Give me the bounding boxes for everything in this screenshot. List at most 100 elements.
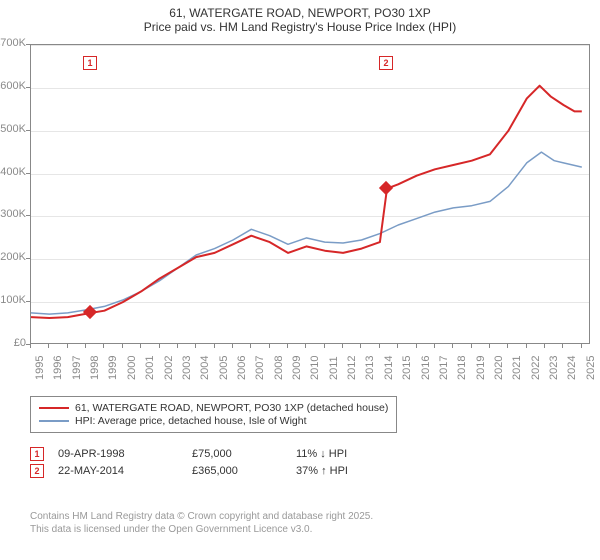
x-tick (159, 344, 160, 348)
x-tick (195, 344, 196, 348)
x-axis-label: 2021 (511, 356, 523, 380)
x-axis-label: 2000 (126, 356, 138, 380)
x-tick (140, 344, 141, 348)
x-axis-label: 2001 (144, 356, 156, 380)
x-axis-label: 2005 (218, 356, 230, 380)
x-axis-label: 2017 (438, 356, 450, 380)
y-axis-label: £300K (0, 208, 26, 220)
y-tick (26, 87, 30, 88)
x-axis-label: 2022 (530, 356, 542, 380)
legend-swatch (39, 420, 69, 422)
footer-line1: Contains HM Land Registry data © Crown c… (30, 510, 373, 523)
x-axis-label: 2018 (456, 356, 468, 380)
x-tick (507, 344, 508, 348)
x-axis-label: 2019 (475, 356, 487, 380)
x-axis-label: 2013 (364, 356, 376, 380)
x-tick (379, 344, 380, 348)
x-axis-label: 2014 (383, 356, 395, 380)
x-tick (103, 344, 104, 348)
y-tick (26, 44, 30, 45)
x-axis-label: 2016 (420, 356, 432, 380)
x-tick (177, 344, 178, 348)
y-axis-label: £700K (0, 37, 26, 49)
chart-legend: 61, WATERGATE ROAD, NEWPORT, PO30 1XP (d… (30, 396, 397, 433)
x-axis-label: 1996 (52, 356, 64, 380)
x-tick (581, 344, 582, 348)
sales-data-table: 109-APR-1998£75,00011% ↓ HPI 2 22-MAY-2014… (30, 444, 386, 481)
x-axis-label: 1997 (71, 356, 83, 380)
x-tick (122, 344, 123, 348)
x-tick (324, 344, 325, 348)
x-axis-label: 2024 (566, 356, 578, 380)
x-tick (214, 344, 215, 348)
legend-row: 61, WATERGATE ROAD, NEWPORT, PO30 1XP (d… (39, 402, 388, 414)
chart-svg (31, 45, 591, 345)
x-axis-label: 1999 (107, 356, 119, 380)
x-axis-label: 2004 (199, 356, 211, 380)
sale-marker-box: 2 (379, 56, 393, 70)
chart-title-line1: 61, WATERGATE ROAD, NEWPORT, PO30 1XP (0, 6, 600, 20)
x-axis-label: 2010 (309, 356, 321, 380)
legend-label: 61, WATERGATE ROAD, NEWPORT, PO30 1XP (d… (75, 402, 388, 414)
chart-title-block: 61, WATERGATE ROAD, NEWPORT, PO30 1XP Pr… (0, 0, 600, 36)
sales-row-price: £365,000 (192, 465, 282, 477)
y-axis-label: £100K (0, 294, 26, 306)
x-axis-label: 1995 (34, 356, 46, 380)
x-tick (434, 344, 435, 348)
x-tick (416, 344, 417, 348)
y-tick (26, 301, 30, 302)
x-axis-label: 2020 (493, 356, 505, 380)
x-axis-label: 2008 (273, 356, 285, 380)
x-tick (287, 344, 288, 348)
x-tick (342, 344, 343, 348)
series-hpi (31, 152, 582, 314)
sale-marker-box: 1 (83, 56, 97, 70)
legend-label: HPI: Average price, detached house, Isle… (75, 415, 307, 427)
x-tick (452, 344, 453, 348)
sales-row-date: 22-MAY-2014 (58, 465, 178, 477)
sales-row: 109-APR-1998£75,00011% ↓ HPI (30, 447, 386, 461)
x-tick (250, 344, 251, 348)
x-tick (360, 344, 361, 348)
x-axis-label: 2011 (328, 356, 340, 380)
sales-row-delta: 37% ↑ HPI (296, 465, 386, 477)
x-tick (562, 344, 563, 348)
y-tick (26, 258, 30, 259)
y-tick (26, 215, 30, 216)
x-axis-label: 2012 (346, 356, 358, 380)
y-tick (26, 173, 30, 174)
x-tick (232, 344, 233, 348)
x-tick (305, 344, 306, 348)
y-axis-label: £400K (0, 166, 26, 178)
x-tick (67, 344, 68, 348)
legend-swatch (39, 407, 69, 409)
x-axis-label: 2015 (401, 356, 413, 380)
x-tick (48, 344, 49, 348)
series-price_paid (31, 86, 582, 318)
x-axis-label: 1998 (89, 356, 101, 380)
sales-row: 2 22-MAY-2014 £365,000 37% ↑ HPI (30, 464, 386, 478)
x-axis-label: 2025 (585, 356, 597, 380)
x-tick (471, 344, 472, 348)
x-axis-label: 2003 (181, 356, 193, 380)
legend-row: HPI: Average price, detached house, Isle… (39, 415, 388, 427)
x-tick (30, 344, 31, 348)
y-axis-label: £500K (0, 123, 26, 135)
x-tick (85, 344, 86, 348)
x-axis-label: 2006 (236, 356, 248, 380)
x-axis-label: 2009 (291, 356, 303, 380)
sales-row-price: £75,000 (192, 448, 282, 460)
y-axis-label: £600K (0, 80, 26, 92)
chart-title-line2: Price paid vs. HM Land Registry's House … (0, 20, 600, 34)
chart-plot-area (30, 44, 590, 344)
x-axis-label: 2002 (163, 356, 175, 380)
x-tick (526, 344, 527, 348)
footer-line2: This data is licensed under the Open Gov… (30, 523, 373, 536)
sales-row-marker: 2 (30, 464, 44, 478)
y-axis-label: £200K (0, 251, 26, 263)
y-axis-label: £0 (0, 337, 26, 349)
x-axis-label: 2023 (548, 356, 560, 380)
x-tick (397, 344, 398, 348)
footer-attribution: Contains HM Land Registry data © Crown c… (30, 510, 373, 536)
x-tick (544, 344, 545, 348)
